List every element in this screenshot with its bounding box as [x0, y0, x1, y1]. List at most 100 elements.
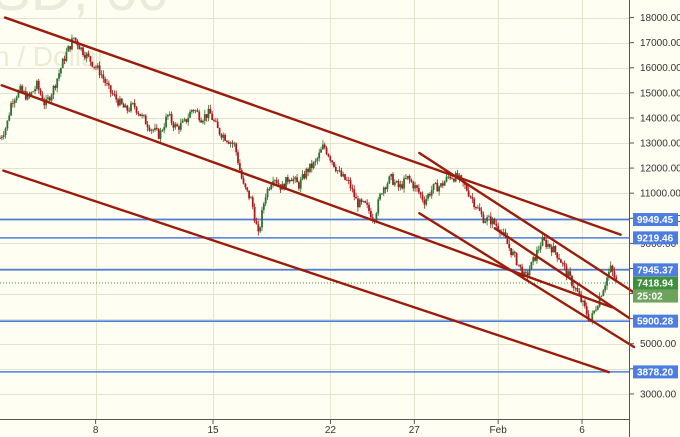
candle-body: [556, 252, 559, 259]
candle-body: [87, 53, 90, 57]
candle-body: [253, 206, 256, 222]
candle-body: [89, 56, 92, 62]
countdown-timer-tag-box: [633, 289, 678, 303]
candle-body: [231, 142, 234, 144]
candle-body: [17, 90, 20, 98]
candle-body: [124, 105, 127, 108]
candle-body: [165, 116, 167, 128]
candle-body: [122, 103, 125, 108]
candle-body: [91, 61, 94, 67]
candle-body: [537, 249, 540, 251]
candle-body: [547, 244, 549, 247]
candle-body: [283, 183, 286, 190]
candle-body: [515, 253, 518, 266]
candle-body: [109, 85, 112, 93]
candle-body: [277, 183, 280, 185]
candle-body: [583, 300, 586, 307]
candle-body: [399, 184, 402, 188]
candle-body: [275, 180, 278, 184]
price-axis-label: 14000.00: [640, 113, 680, 124]
candle-body: [526, 272, 529, 276]
candle-body: [303, 173, 306, 179]
candle-body: [202, 120, 204, 123]
candle-body: [441, 183, 444, 186]
candle-body: [316, 158, 319, 161]
candle-body: [393, 182, 396, 185]
candle-body: [524, 271, 527, 273]
candle-body: [268, 188, 271, 190]
candle-body: [32, 91, 35, 93]
candle-body: [558, 258, 560, 260]
candle-body: [192, 110, 195, 111]
candle-body: [318, 152, 321, 159]
level-tag-box: [633, 263, 678, 277]
candle-body: [419, 192, 422, 195]
candle-body: [377, 199, 380, 214]
candle-body: [19, 85, 22, 91]
candle-body: [563, 262, 566, 266]
candle-body: [288, 180, 291, 182]
candle-body: [366, 202, 369, 205]
candle-body: [545, 240, 548, 247]
candle-body: [305, 168, 308, 179]
candle-body: [602, 290, 605, 296]
candle-body: [397, 181, 400, 188]
candle-body: [74, 37, 77, 41]
time-axis-label: 15: [207, 425, 219, 436]
candle-body: [576, 287, 579, 292]
trend-line: [493, 227, 631, 320]
candle-body: [262, 203, 265, 210]
candle-body: [552, 246, 555, 253]
candle-body: [2, 135, 5, 137]
level-tag-label: 3878.20: [637, 367, 674, 378]
candle-body: [591, 313, 594, 322]
candle-body: [334, 166, 337, 172]
candle-body: [115, 94, 118, 100]
candle-body: [80, 47, 83, 50]
candle-body: [83, 54, 86, 59]
candle-body: [224, 134, 226, 141]
horizontal-levels: [0, 218, 629, 373]
candle-body: [567, 271, 570, 277]
candle-body: [329, 156, 332, 161]
candle-body: [133, 103, 136, 107]
candle-body: [6, 120, 9, 129]
candle-body: [233, 143, 236, 145]
candle-body: [486, 217, 488, 222]
time-axis-label: Feb: [490, 425, 508, 436]
candle-body: [312, 162, 315, 169]
candle-body: [39, 89, 42, 95]
time-axis[interactable]: 8 15 22 27 Feb 6: [93, 419, 585, 436]
candle-body: [301, 173, 304, 180]
candle-body: [436, 182, 439, 192]
candle-body: [508, 244, 511, 249]
candle-body: [382, 187, 385, 194]
candle-body: [401, 184, 404, 189]
candle-body: [443, 181, 446, 186]
price-axis-label: 9000.00: [640, 239, 677, 250]
candle-body: [314, 160, 317, 163]
candle-body: [106, 83, 108, 84]
current-price-tag-box: [633, 276, 678, 290]
candle-body: [58, 73, 60, 79]
candle-body: [467, 190, 470, 197]
candle-body: [111, 92, 114, 95]
candle-body: [290, 180, 293, 182]
candle-body: [257, 224, 260, 232]
candle-body: [517, 264, 520, 266]
candle-body: [388, 176, 391, 184]
candle-body: [368, 204, 370, 212]
candle-body: [390, 174, 393, 177]
candle-body: [357, 198, 359, 208]
candle-body: [325, 147, 328, 154]
candle-body: [65, 51, 68, 61]
candle-body: [119, 98, 121, 106]
price-axis-label: 13000.00: [640, 139, 680, 150]
candle-body: [381, 193, 383, 195]
price-axis-label: 18000.00: [640, 13, 680, 24]
candle-body: [85, 53, 88, 59]
candle-body: [403, 178, 405, 189]
candle-body: [207, 108, 210, 118]
candle-body: [310, 163, 313, 169]
candle-body: [351, 188, 354, 190]
